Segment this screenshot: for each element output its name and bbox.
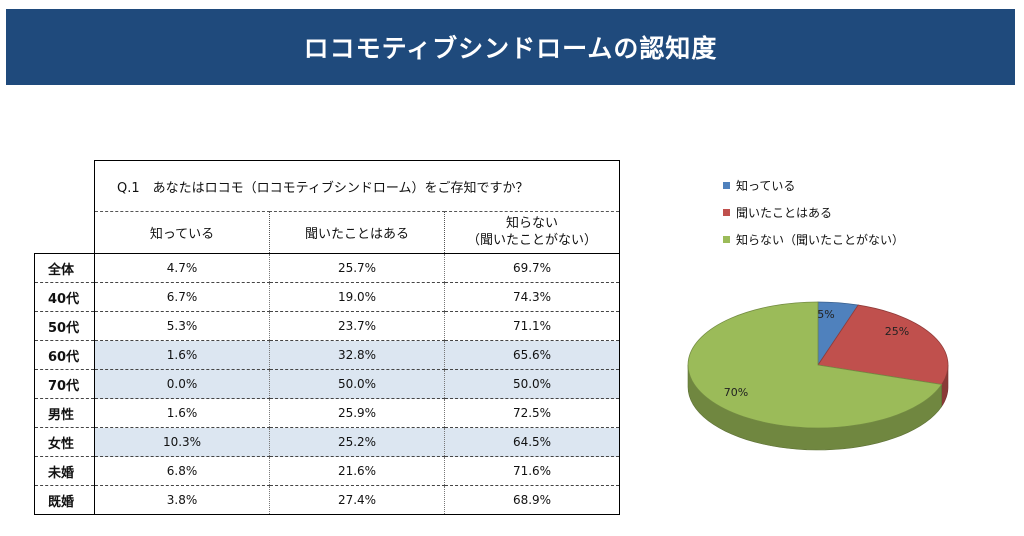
row-value: 68.9%: [444, 485, 620, 515]
row-value: 25.7%: [269, 253, 445, 283]
table-row: 60代 1.6% 32.8% 65.6%: [34, 340, 620, 370]
row-value: 6.7%: [94, 282, 270, 312]
pie-chart: 5% 25% 70%: [687, 301, 949, 451]
table-row: 未婚 6.8% 21.6% 71.6%: [34, 456, 620, 486]
table-row: 既婚 3.8% 27.4% 68.9%: [34, 485, 620, 515]
table-body: 全体 4.7% 25.7% 69.7% 40代 6.7% 19.0% 74.3% 50代 5.3%…: [34, 253, 620, 515]
row-label: 全体: [34, 253, 95, 283]
row-value: 21.6%: [269, 456, 445, 486]
row-value: 19.0%: [269, 282, 445, 312]
row-value: 1.6%: [94, 340, 270, 370]
page-title-banner: ロコモティブシンドロームの認知度: [6, 9, 1015, 85]
row-label: 60代: [34, 340, 95, 370]
legend-item-dont-know: 知らない（聞いたことがない）: [723, 226, 904, 253]
pie-slice: [687, 301, 943, 429]
legend-label-heard: 聞いたことはある: [736, 206, 833, 220]
table-row: 男性 1.6% 25.9% 72.5%: [34, 398, 620, 428]
pie-data-label: 5%: [817, 308, 834, 321]
row-value: 0.0%: [94, 369, 270, 399]
row-value: 69.7%: [444, 253, 620, 283]
column-header-dont-know: 知らない （聞いたことがない）: [444, 211, 620, 254]
row-value: 64.5%: [444, 427, 620, 457]
row-value: 72.5%: [444, 398, 620, 428]
row-value: 23.7%: [269, 311, 445, 341]
question-text: Q.1 あなたはロコモ（ロコモティブシンドローム）をご存知ですか？: [94, 160, 620, 212]
legend-item-heard: 聞いたことはある: [723, 199, 904, 226]
row-label: 40代: [34, 282, 95, 312]
column-header-heard: 聞いたことはある: [269, 211, 445, 254]
column-header-know: 知っている: [94, 211, 270, 254]
legend-label-dont-know: 知らない（聞いたことがない）: [736, 233, 905, 247]
column-header-dont-know-line2: （聞いたことがない）: [466, 232, 597, 248]
survey-table: Q.1 あなたはロコモ（ロコモティブシンドローム）をご存知ですか？ 知っている …: [34, 160, 620, 515]
row-label: 既婚: [34, 485, 95, 515]
row-label: 女性: [34, 427, 95, 457]
row-value: 71.1%: [444, 311, 620, 341]
row-value: 10.3%: [94, 427, 270, 457]
row-label: 男性: [34, 398, 95, 428]
row-label: 50代: [34, 311, 95, 341]
page-title: ロコモティブシンドロームの認知度: [303, 34, 718, 63]
row-value: 6.8%: [94, 456, 270, 486]
row-value: 3.8%: [94, 485, 270, 515]
column-header-dont-know-line1: 知らない: [505, 216, 558, 232]
row-value: 74.3%: [444, 282, 620, 312]
legend-swatch-blue: [723, 182, 730, 189]
table-row: 全体 4.7% 25.7% 69.7%: [34, 253, 620, 283]
legend-item-know: 知っている: [723, 172, 904, 199]
row-value: 27.4%: [269, 485, 445, 515]
pie-slice: [817, 304, 949, 385]
pie-data-label: 25%: [885, 325, 909, 338]
row-value: 4.7%: [94, 253, 270, 283]
row-value: 25.9%: [269, 398, 445, 428]
row-value: 32.8%: [269, 340, 445, 370]
row-value: 5.3%: [94, 311, 270, 341]
row-value: 1.6%: [94, 398, 270, 428]
table-row: 50代 5.3% 23.7% 71.1%: [34, 311, 620, 341]
table-row: 70代 0.0% 50.0% 50.0%: [34, 369, 620, 399]
table-row: 女性 10.3% 25.2% 64.5%: [34, 427, 620, 457]
legend-swatch-green: [723, 236, 730, 243]
row-label: 70代: [34, 369, 95, 399]
row-label: 未婚: [34, 456, 95, 486]
row-value: 50.0%: [269, 369, 445, 399]
row-value: 50.0%: [444, 369, 620, 399]
legend-label-know: 知っている: [736, 179, 796, 193]
legend-swatch-red: [723, 209, 730, 216]
row-value: 25.2%: [269, 427, 445, 457]
table-row: 40代 6.7% 19.0% 74.3%: [34, 282, 620, 312]
row-value: 71.6%: [444, 456, 620, 486]
row-value: 65.6%: [444, 340, 620, 370]
chart-legend: 知っている 聞いたことはある 知らない（聞いたことがない）: [723, 172, 904, 253]
pie-data-label: 70%: [724, 386, 748, 399]
